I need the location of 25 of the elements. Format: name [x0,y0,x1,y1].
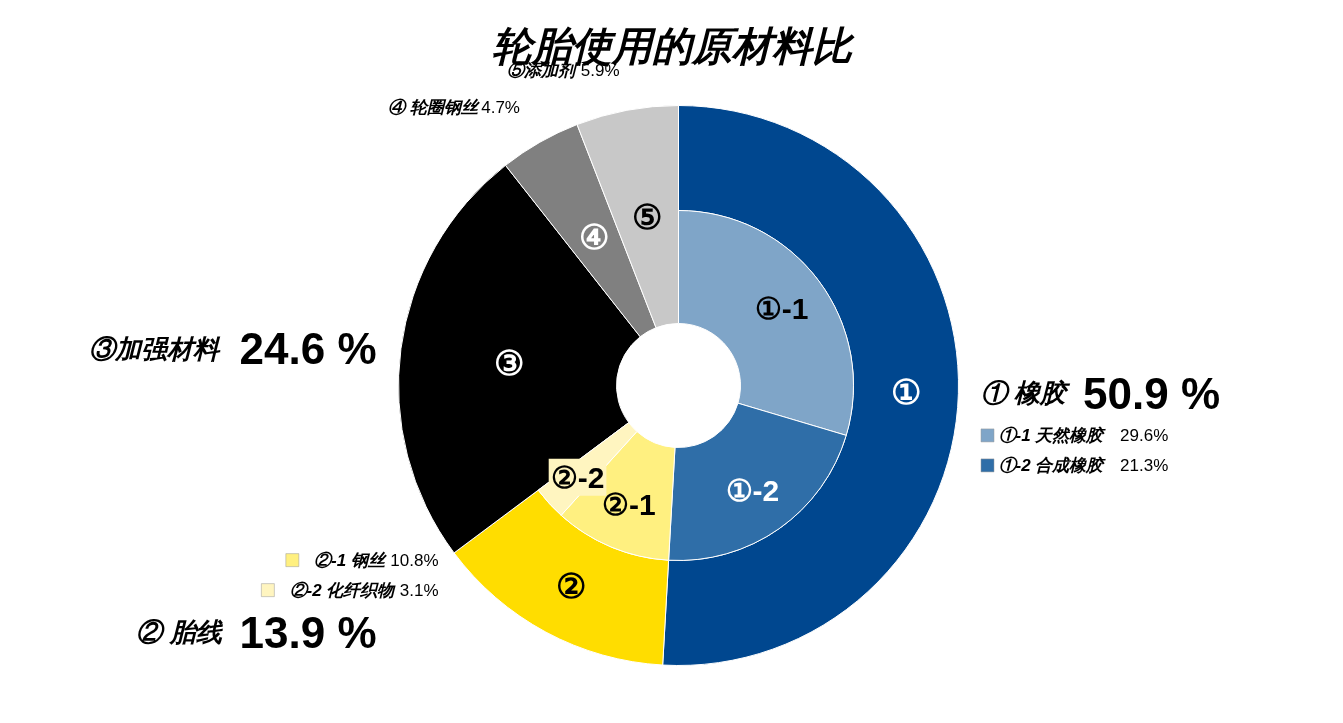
legend-label: ②-1 钢丝 [314,550,387,570]
data-label: 3.1% [399,580,439,600]
text: ⑤ [631,198,662,237]
text: ①-2 [725,474,780,508]
data-label: 10.8% [390,550,439,570]
text: ②-2 [550,460,605,494]
slice-label: ④ 轮圈钢丝 [388,98,480,118]
text: ②-1 [602,487,656,521]
legend-label: ①-1 天然橡胶 [998,425,1107,445]
data-label: 21.3% [1120,455,1169,475]
legend-label: ②-2 化纤织物 [289,580,397,600]
text: ① [890,372,921,411]
data-label: 50.9 % [1083,368,1221,418]
slice-label: ① 橡胶 [980,378,1071,409]
data-label: 29.6% [1120,425,1169,445]
slice-label: ② 胎线 [136,617,223,648]
legend-label: ①-2 合成橡胶 [998,455,1107,475]
data-label: 24.6 % [239,324,377,374]
text: ④ [578,217,609,256]
data-label: 13.9 % [239,607,377,657]
data-label: 4.7% [481,98,520,118]
text: ①-1 [754,292,809,326]
text: ② [555,566,586,605]
slice-label: ③加强材料 [88,333,221,364]
text: ③ [493,344,524,382]
